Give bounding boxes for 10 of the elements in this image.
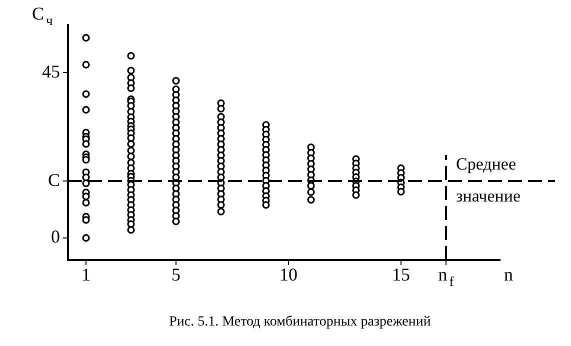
- y-tick-label: 45: [42, 61, 60, 82]
- text: Рис. 5.1. Метод комбинаторных разрежений: [169, 314, 432, 330]
- x-axis-title: n: [504, 264, 513, 285]
- ref-line-label: Среднее значение: [456, 154, 521, 206]
- x-tick-label: 10: [280, 264, 298, 285]
- x-tick-label: 15: [392, 264, 410, 285]
- y-tick-label: C: [48, 170, 60, 190]
- y-tick-label: 0: [51, 226, 60, 247]
- x-tick-label: 1: [82, 264, 90, 285]
- x-tick-label: 5: [172, 264, 180, 285]
